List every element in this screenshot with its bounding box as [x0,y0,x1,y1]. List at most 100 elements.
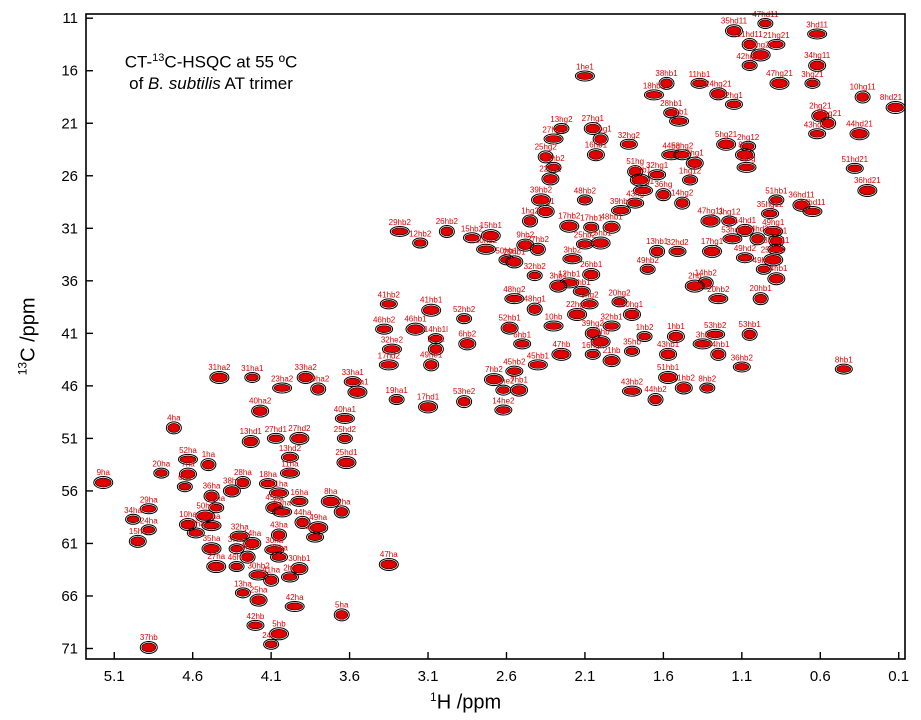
peak-label: 10hb [545,312,563,321]
peak-label: 5ha [335,600,349,609]
peak-label: 9hg2 [581,290,599,299]
peak-contour-red [836,365,852,373]
peak-label: 45ha [265,493,283,502]
peak-label: 32hg2 [618,131,641,140]
peak-contour-black [757,17,774,29]
peak-contour-red [264,640,278,649]
peak-label: 24hb [262,631,280,640]
peak-contour-red [683,176,697,184]
x-axis-label: H /ppm [436,691,502,714]
x-tick-label: 2.6 [496,668,517,685]
peak-contour-black [270,528,287,542]
x-tick-label: 2.1 [575,668,596,685]
peak-label: 15ha [129,527,147,536]
peak-contour-black [767,272,786,286]
peak-contour-black [500,321,519,335]
peak-contour-black [820,116,837,130]
peak-contour-red [202,459,215,470]
peak-label: 51hb1 [765,186,788,195]
peak-label: 34hb [592,327,610,336]
peak-contour-black [749,232,766,246]
peak-label: 14hd1 [734,216,757,225]
peak-contour-black [804,77,821,89]
peak-contour-red [539,152,553,162]
peak-contour-black [562,253,583,265]
peak-label: 30ha [265,536,283,545]
peak-contour-red [736,149,754,160]
peak-label: 51hb1 [657,363,680,372]
peak-contour-black [522,214,539,228]
peak-label: 44hb2 [644,385,667,394]
peak-contour-black [176,481,193,493]
peak-contour-black [854,90,871,104]
peak-label: 16hb2 [542,154,565,163]
peak-label: 22hb2 [539,164,562,173]
title-line1-prefix: CT- [124,52,153,72]
peak-contour-red [586,350,600,359]
peak-contour-red [702,216,719,226]
peak-contour-red [286,602,303,611]
peak-contour-red [167,423,181,433]
peak-label: 49hb1 [753,256,776,265]
peak-contour-black [527,359,548,371]
peak-contour-red [440,226,454,237]
peak-contour-red [634,186,652,195]
y-axis-ticks: 11 16 21 26 31 36 41 46 51 56 61 66 71 [61,10,93,657]
peak-contour-red [856,92,869,102]
peak-contour-red [335,610,349,620]
peak-label: 4hb1 [670,108,688,117]
title-organism: B. subtilis [148,73,221,93]
peak-contour-red [726,100,742,109]
peak-contour-black [239,550,256,564]
peak-label: 3hg11 [766,226,788,235]
peak-contour-black [269,551,288,563]
peak-label: 2hg1 [725,91,743,100]
peak-label: 51hb2 [673,373,696,382]
peak-contour-red [383,345,401,353]
peak-contour-black [222,484,241,498]
peak-contour-red [724,235,741,243]
peak-contour-black [388,394,405,406]
peak-contour-red [660,349,676,360]
peak-contour-black [752,292,769,306]
peak-contour-red [694,340,711,348]
peak-label: 35hd11 [721,16,748,25]
peak-contour-black [234,476,251,490]
peak-label: 15hb1 [480,221,503,230]
peak-contour-red [514,340,530,348]
peak-contour-red [769,273,784,284]
peak-contour-red [638,332,651,341]
peak-label: 22hb1 [629,165,652,174]
peak-label: 20hb1 [750,284,773,293]
peak-contour-red [203,543,220,554]
peak-contour-red [424,360,438,370]
peak-contour-black [655,188,672,202]
peak-contour-black [708,293,729,305]
peak-contour-black [418,400,439,414]
peak-contour-black [379,298,398,310]
peak-contour-red [770,196,783,204]
peak-label: 43hb1 [657,340,680,349]
peak-contour-black [574,70,595,82]
peak-contour-red [649,170,665,179]
peak-contour-red [743,61,756,70]
peak-contour-black [583,122,602,136]
peak-label: 50hb1 [495,246,518,255]
peak-contour-red [604,355,619,366]
peak-label: 46ha [228,553,246,562]
peak-contour-black [543,320,564,332]
peak-contour-black [526,302,543,316]
peak-label: 29hb1 [503,247,526,256]
peak-contour-red [180,469,196,479]
peak-contour-black [732,361,751,373]
peak-contour-black [483,373,504,387]
peak-label: 35hb [623,338,641,347]
x-tick-label: 0.6 [810,668,831,685]
peak-label: 3hb2 [563,245,581,254]
peak-contour-black [792,198,811,212]
peak-contour-black [263,638,280,650]
peak-label: 13hg2 [550,115,573,124]
plot-frame [85,13,906,660]
peak-contour-red [380,559,398,570]
